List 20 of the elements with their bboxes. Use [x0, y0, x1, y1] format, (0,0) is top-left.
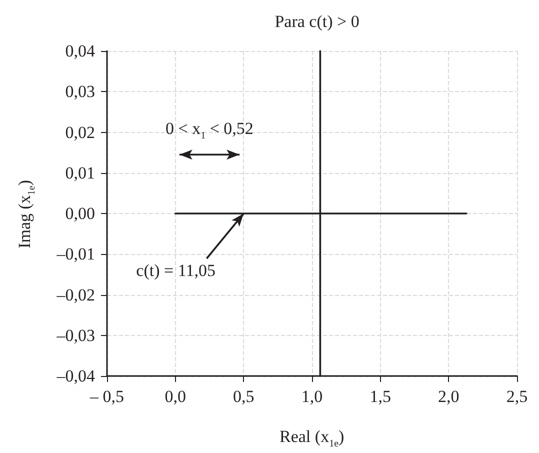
y-tick-label: 0,03	[65, 82, 95, 102]
x-tick-label: 2,5	[506, 387, 528, 406]
annotation: c(t) = 11,05	[136, 260, 216, 280]
y-tick-label: –0,04	[56, 366, 96, 386]
y-tick-label: 0,04	[65, 42, 96, 60]
x-tick-label: 2,0	[438, 387, 460, 406]
annotation: 0 < x$_{1}$ < 0,52	[166, 119, 254, 142]
x-tick-label: 1,0	[301, 387, 323, 406]
x-axis-title: Real (x$_{1e}$)	[280, 427, 344, 450]
x-tick-label: 0,0	[164, 387, 186, 406]
x-tick-label: 1,5	[370, 387, 391, 406]
x-tick-label: – 0,5	[89, 387, 124, 406]
y-tick-label: 0,01	[65, 163, 95, 182]
y-tick-label: 0,00	[65, 204, 95, 223]
y-tick-label: –0,02	[56, 285, 95, 304]
chart-title: Para c(t) > 0	[274, 12, 360, 31]
y-tick-label: –0,01	[56, 244, 95, 264]
y-tick-label: 0,02	[65, 122, 95, 142]
x-tick-label: 0,5	[233, 387, 254, 406]
y-tick-label: –0,03	[56, 326, 95, 345]
